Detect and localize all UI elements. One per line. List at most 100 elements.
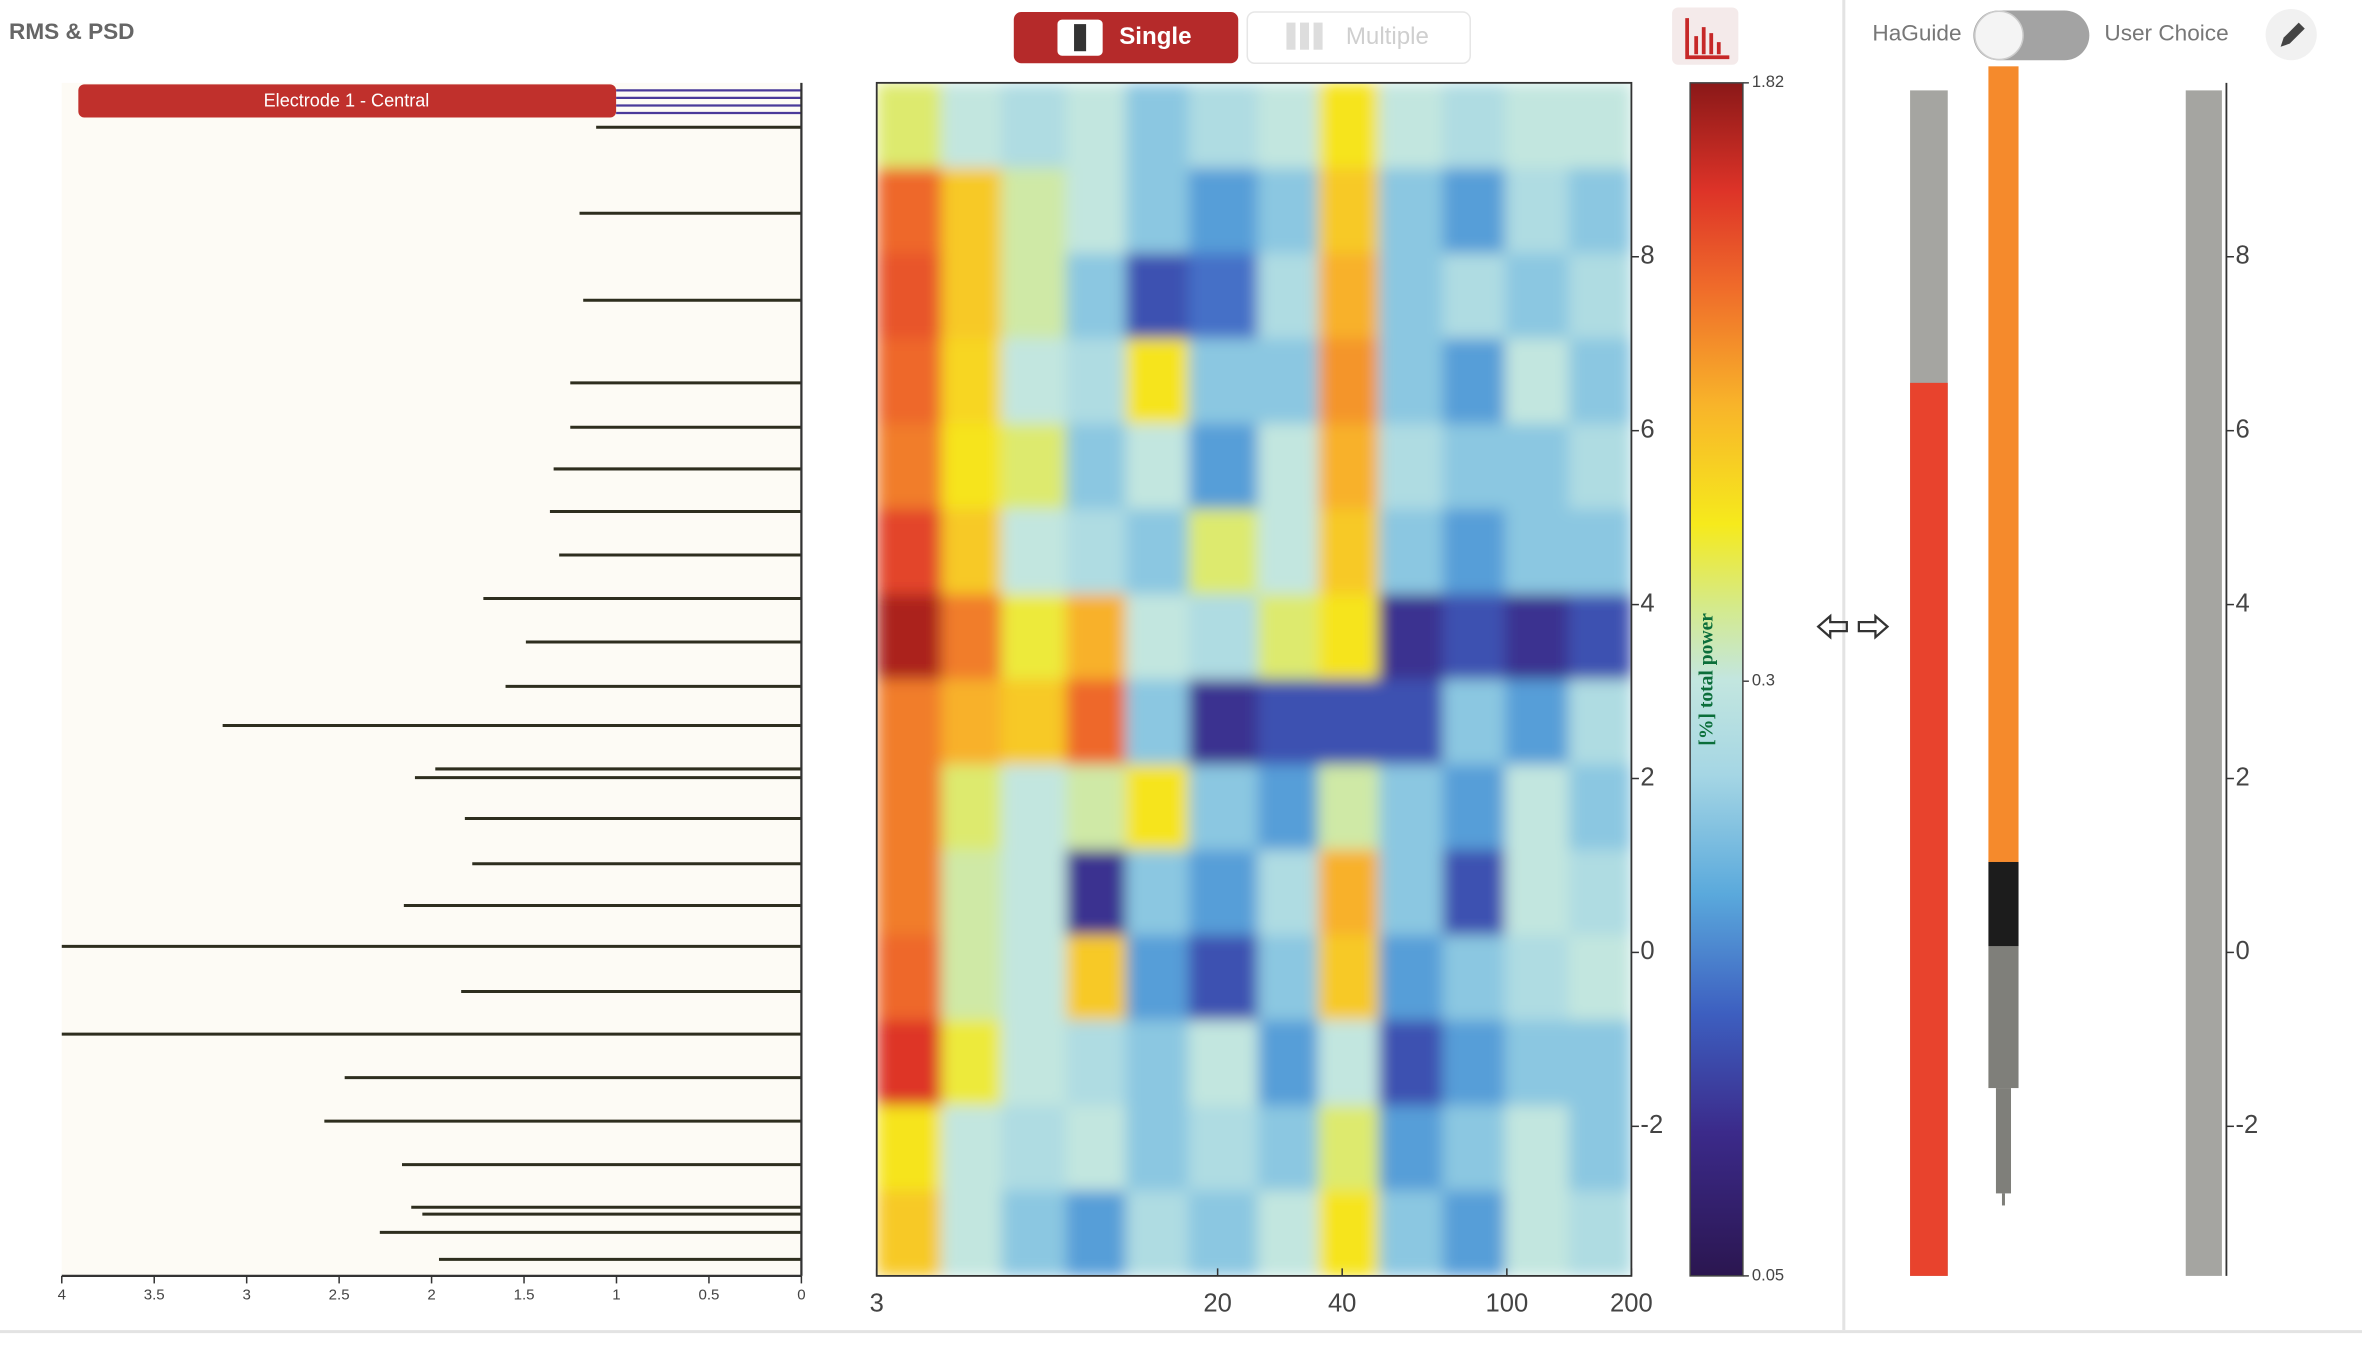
colorbar-tick-label: 0.3	[1752, 671, 1775, 690]
heatmap-cell	[876, 82, 943, 169]
plot-area	[61, 82, 802, 1276]
heatmap-cell	[1505, 1020, 1570, 1107]
chart-icon-button[interactable]	[1672, 7, 1739, 65]
heatmap-cell	[1257, 508, 1319, 595]
heatmap-cell	[1125, 508, 1190, 595]
heatmap-cell	[1065, 1190, 1127, 1276]
heatmap-cell	[1505, 82, 1570, 169]
heatmap-cell	[1125, 594, 1190, 681]
heatmap-cell	[1125, 1190, 1190, 1276]
x-tick-label: 3	[242, 1286, 250, 1303]
heatmap-cell	[941, 1105, 1003, 1192]
y-tick-label: 2	[2235, 763, 2249, 791]
heatmap-cell	[876, 679, 943, 766]
heatmap-cell	[1378, 679, 1444, 766]
button-label: Single	[1119, 23, 1191, 50]
single-button[interactable]: Single	[1013, 12, 1239, 64]
heatmap-cell	[1125, 423, 1190, 510]
heatmap-cell	[1505, 935, 1570, 1021]
heatmap-cell	[1065, 338, 1127, 425]
heatmap-cell	[876, 168, 943, 255]
heatmap-cell	[1188, 594, 1259, 681]
heatmap-cell	[1001, 679, 1067, 766]
heatmap-cell	[941, 423, 1003, 510]
heatmap-cell	[1505, 423, 1570, 510]
heatmap-cell	[1257, 1105, 1319, 1192]
y-tick-label: 4	[2235, 589, 2249, 617]
heatmap-cell	[1568, 82, 1632, 169]
toggle[interactable]	[1973, 10, 2090, 61]
heatmap-cell	[941, 849, 1003, 936]
edit-button[interactable]	[2265, 9, 2317, 61]
heatmap-cell	[1378, 1190, 1444, 1276]
heatmap-cell	[876, 1190, 943, 1276]
heatmap-cell	[1442, 338, 1506, 425]
heatmap-cell	[941, 508, 1003, 595]
heatmap-cell	[1568, 338, 1632, 425]
heatmap-cell	[1505, 253, 1570, 340]
heatmap-cell	[876, 253, 943, 340]
heatmap-cell	[1257, 82, 1319, 169]
colorbar-tick-label: 1.82	[1752, 72, 1784, 91]
heatmap-cell	[1505, 338, 1570, 425]
heatmap-cell	[1568, 423, 1632, 510]
heatmap-cell	[1442, 1190, 1506, 1276]
heatmap-cell	[1065, 1020, 1127, 1107]
heatmap-cell	[1505, 849, 1570, 936]
heatmap-cell	[1188, 1105, 1259, 1192]
multiple-button[interactable]: Multiple	[1246, 11, 1471, 65]
heatmap-cell	[1568, 935, 1632, 1021]
heatmap-cell	[1188, 168, 1259, 255]
y-tick-label: 0	[2235, 937, 2249, 965]
channel-label-box	[78, 84, 617, 118]
heatmap-cell	[1065, 168, 1127, 255]
heatmap-cell	[1065, 423, 1127, 510]
heatmap-cell	[1318, 508, 1380, 595]
heatmap-cell	[1442, 935, 1506, 1021]
heatmap-cell	[1001, 1105, 1067, 1192]
user-choice-bar	[2185, 90, 2222, 1276]
heatmap-cell	[1188, 849, 1259, 936]
heatmap-cell	[1125, 253, 1190, 340]
y-tick-label: -2	[2235, 1111, 2258, 1139]
heatmap-cell	[876, 594, 943, 681]
heatmap-cell	[1318, 82, 1380, 169]
heatmap-cell	[1257, 168, 1319, 255]
electrode-segment	[1988, 66, 2019, 862]
label-stripes	[616, 89, 802, 115]
heatmap-cell	[1188, 508, 1259, 595]
heatmap-cell	[1065, 849, 1127, 936]
heatmap-cell	[1318, 849, 1380, 936]
heatmap-cell	[1188, 1190, 1259, 1276]
heatmap-cell	[941, 1020, 1003, 1107]
heatmap-cell	[1188, 935, 1259, 1021]
y-tick-label: -2	[1640, 1111, 1663, 1139]
heatmap-cell	[876, 1020, 943, 1107]
heatmap-cell	[1125, 1020, 1190, 1107]
heatmap-cell	[1065, 935, 1127, 1021]
heatmap-cell	[941, 594, 1003, 681]
x-tick-label: 100	[1485, 1289, 1528, 1317]
heatmap-cell	[1442, 508, 1506, 595]
x-tick-label: 2.5	[329, 1286, 350, 1303]
heatmap-cell	[1378, 253, 1444, 340]
x-tick-label: 1	[612, 1286, 620, 1303]
heatmap-cell	[1378, 508, 1444, 595]
heatmap-cell	[1065, 82, 1127, 169]
heatmap-cell	[1257, 1190, 1319, 1276]
heatmap-cell	[1257, 935, 1319, 1021]
heatmap-cell	[1065, 253, 1127, 340]
heatmap-cell	[1378, 594, 1444, 681]
heatmap-cell	[1442, 849, 1506, 936]
heatmap-cell	[1188, 253, 1259, 340]
heatmap-cell	[1257, 594, 1319, 681]
heatmap-cell	[1568, 253, 1632, 340]
heatmap-cell	[1378, 82, 1444, 169]
heatmap-cell	[1065, 594, 1127, 681]
heatmap-cell	[1188, 82, 1259, 169]
x-tick-label: 4	[58, 1286, 66, 1303]
heatmap-cell	[1318, 253, 1380, 340]
heatmap-cell	[1125, 679, 1190, 766]
heatmap-cell	[1318, 1190, 1380, 1276]
